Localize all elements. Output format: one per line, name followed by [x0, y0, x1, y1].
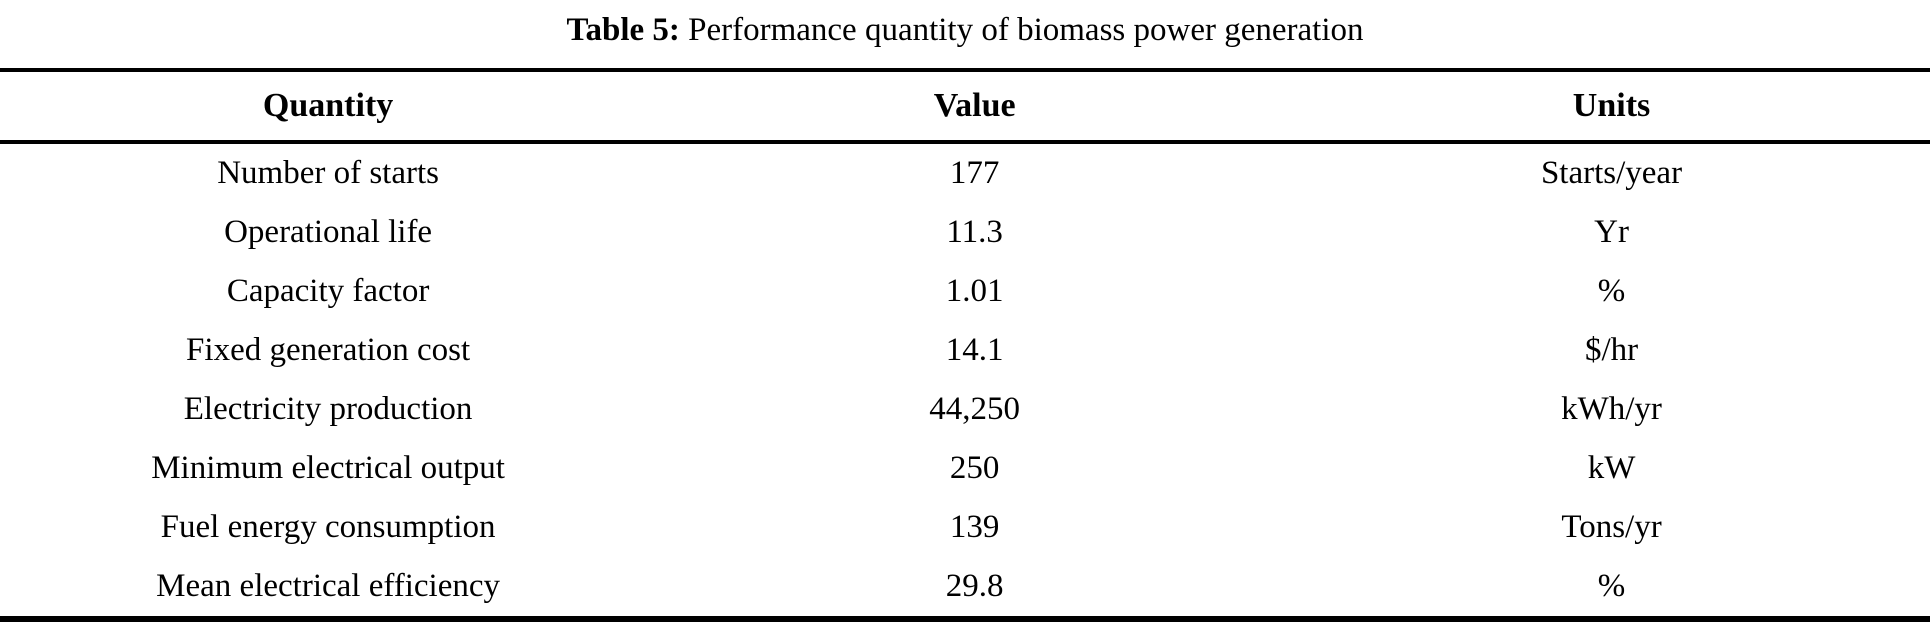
cell-units: $/hr: [1584, 332, 1639, 368]
cell-quantity: Mean electrical efficiency: [156, 568, 501, 604]
table-row: Capacity factor 1.01 %: [0, 262, 1930, 321]
cell-value: 250: [949, 450, 1000, 486]
cell-value: 139: [949, 509, 1000, 545]
cell-value: 177: [949, 155, 1000, 191]
table-row: Minimum electrical output 250 kW: [0, 439, 1930, 498]
table-row: Number of starts 177 Starts/year: [0, 144, 1930, 203]
table-body: Number of starts 177 Starts/year Operati…: [0, 144, 1930, 616]
table-caption-text: Performance quantity of biomass power ge…: [679, 12, 1364, 48]
cell-units: kW: [1587, 450, 1636, 486]
cell-value: 29.8: [945, 568, 1004, 604]
table-row: Fuel energy consumption 139 Tons/yr: [0, 498, 1930, 557]
cell-units: %: [1597, 273, 1626, 309]
cell-units: kWh/yr: [1561, 391, 1662, 427]
cell-quantity: Minimum electrical output: [151, 450, 505, 486]
cell-quantity: Capacity factor: [226, 273, 430, 309]
column-header-value: Value: [933, 87, 1016, 124]
table-row: Mean electrical efficiency 29.8 %: [0, 557, 1930, 616]
table-caption-label: Table 5:: [566, 12, 680, 48]
cell-quantity: Fixed generation cost: [186, 332, 471, 368]
column-header-quantity: Quantity: [262, 87, 394, 124]
cell-value: 14.1: [945, 332, 1004, 368]
column-header-units: Units: [1572, 87, 1651, 124]
cell-value: 1.01: [945, 273, 1004, 309]
table-row: Operational life 11.3 Yr: [0, 203, 1930, 262]
table-caption: Table 5: Performance quantity of biomass…: [0, 8, 1930, 52]
table-header-row: Quantity Value Units: [0, 72, 1930, 144]
cell-value: 11.3: [946, 214, 1003, 250]
table-row: Electricity production 44,250 kWh/yr: [0, 380, 1930, 439]
cell-units: Yr: [1594, 214, 1629, 250]
cell-quantity: Electricity production: [183, 391, 473, 427]
table-row: Fixed generation cost 14.1 $/hr: [0, 321, 1930, 380]
performance-table: Quantity Value Units Number of starts 17…: [0, 68, 1930, 622]
cell-units: Starts/year: [1540, 155, 1683, 191]
cell-quantity: Operational life: [224, 214, 433, 250]
cell-quantity: Fuel energy consumption: [160, 509, 496, 545]
cell-units: %: [1597, 568, 1626, 604]
cell-units: Tons/yr: [1561, 509, 1662, 545]
cell-quantity: Number of starts: [217, 155, 439, 191]
cell-value: 44,250: [929, 391, 1020, 427]
